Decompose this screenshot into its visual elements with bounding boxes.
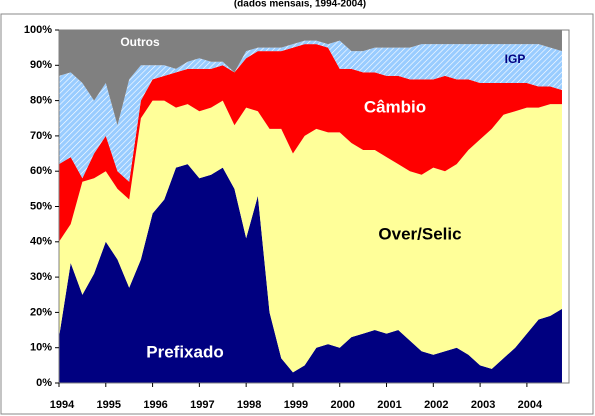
x-tick-label: 1995 [97, 399, 121, 411]
y-tick-label: 80% [30, 95, 52, 107]
area [59, 40, 562, 182]
x-tick-label: 1994 [50, 399, 75, 411]
series-label: Outros [120, 35, 160, 49]
x-tick-label: 1998 [237, 399, 261, 411]
y-tick-label: 0% [36, 377, 52, 389]
x-tick-label: 2003 [471, 399, 495, 411]
x-tick-label: 1999 [284, 399, 308, 411]
area [59, 30, 562, 126]
y-tick-label: 30% [30, 271, 52, 283]
x-tick-label: 2000 [330, 399, 354, 411]
y-tick-label: 40% [30, 236, 52, 248]
chart-frame [0, 13, 594, 415]
y-tick-label: 90% [30, 59, 52, 71]
series-label: IGP [505, 52, 526, 66]
y-tick-label: 10% [30, 342, 52, 354]
y-tick-label: 60% [30, 165, 52, 177]
series-label: Câmbio [364, 97, 426, 116]
x-tick-label: 2004 [518, 399, 543, 411]
x-tick-label: 1997 [190, 399, 214, 411]
area [59, 164, 562, 383]
area [59, 100, 562, 373]
y-tick-label: 50% [30, 200, 52, 212]
y-tick-label: 20% [30, 306, 52, 318]
series-label: Over/Selic [378, 224, 461, 243]
x-tick-label: 2001 [377, 399, 401, 411]
area [59, 44, 562, 242]
plot-areas [59, 30, 562, 383]
chart-subtitle: (dados mensais, 1994-2004) [234, 0, 366, 10]
y-tick-label: 70% [30, 130, 52, 142]
x-tick-label: 1996 [143, 399, 167, 411]
y-tick-label: 100% [24, 24, 52, 36]
x-tick-label: 2002 [424, 399, 448, 411]
series-label: Prefixado [146, 342, 223, 361]
